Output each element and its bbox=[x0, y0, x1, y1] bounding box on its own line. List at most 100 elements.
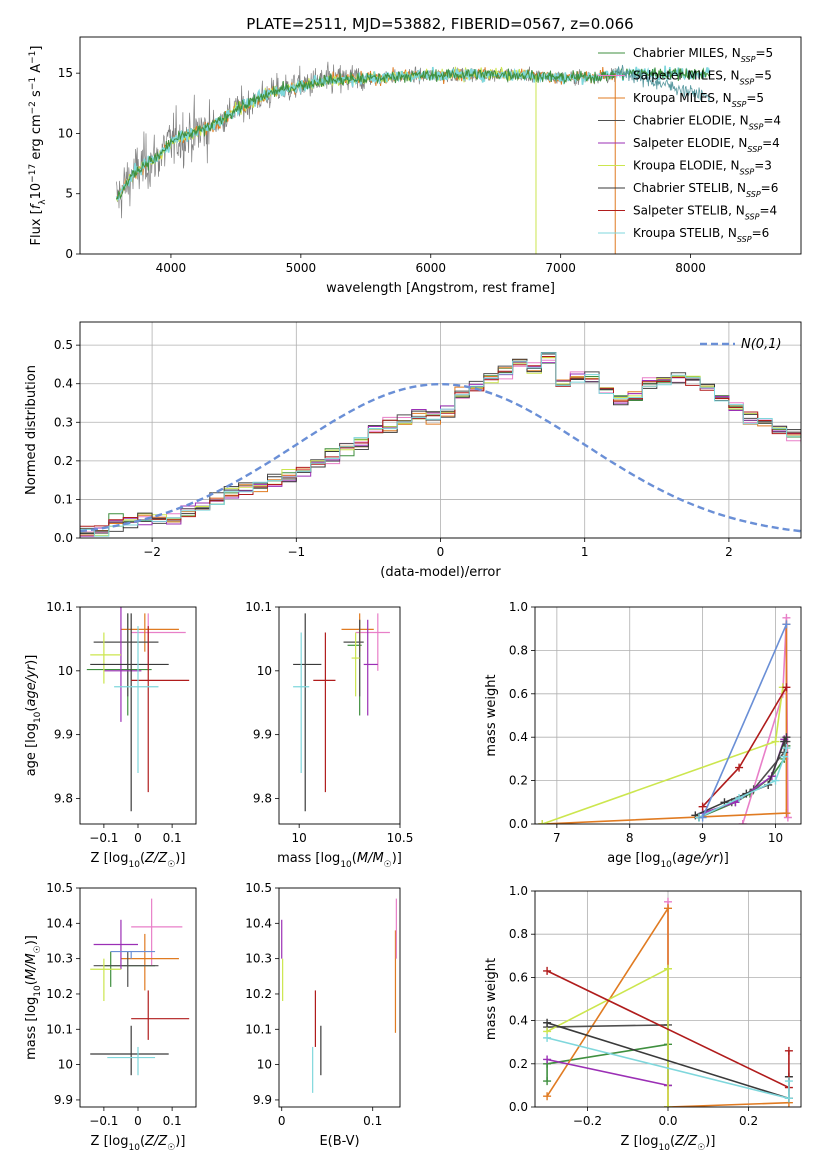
histogram-series bbox=[80, 353, 801, 535]
axes-frame bbox=[534, 890, 802, 1108]
label-part: Z [log bbox=[621, 1134, 659, 1149]
x-axis-label: Z [log10(Z/Z☉)] bbox=[91, 1134, 186, 1153]
y-tick-label: 10 bbox=[257, 1058, 272, 1072]
x-tick-label: 7 bbox=[553, 831, 561, 845]
y-tick-label: 0.5 bbox=[54, 338, 73, 352]
label-part: age [log bbox=[607, 851, 660, 866]
weight-point bbox=[664, 964, 672, 973]
x-tick-label: −0.1 bbox=[89, 831, 118, 845]
weight-point bbox=[543, 1055, 552, 1064]
label-part: 10 bbox=[658, 1143, 670, 1153]
y-tick-label: 5 bbox=[65, 187, 73, 201]
weight-point bbox=[538, 820, 547, 824]
weight-point bbox=[771, 776, 780, 785]
label-part: ( bbox=[352, 851, 357, 866]
y-tick-label: 9.9 bbox=[253, 1093, 272, 1107]
plot-area bbox=[281, 898, 397, 1093]
label-part: mass weight bbox=[484, 674, 499, 756]
label-part: )] bbox=[175, 1134, 185, 1149]
x-tick-label: 10 bbox=[768, 831, 783, 845]
y-tick-label: 0.2 bbox=[509, 774, 528, 788]
label-part: Z [log bbox=[91, 851, 129, 866]
weight-point bbox=[780, 737, 789, 746]
legend-entry: Chabrier MILES, NSSP=5 bbox=[633, 46, 773, 64]
plot-area bbox=[293, 613, 390, 812]
label-part: 10 bbox=[660, 860, 672, 870]
axes-frame bbox=[79, 887, 197, 1108]
legend-entry: Salpeter STELIB, NSSP=4 bbox=[633, 204, 777, 222]
legend-name: Chabrier STELIB, N bbox=[633, 181, 746, 195]
label-part: ( bbox=[140, 851, 145, 866]
y-tick-label: 0.8 bbox=[509, 643, 528, 657]
y-tick-label: 0.2 bbox=[509, 1057, 528, 1071]
x-tick-label: 7000 bbox=[545, 261, 576, 275]
x-tick-label: −1 bbox=[287, 545, 305, 559]
weight-point bbox=[543, 966, 552, 975]
label-part: )] bbox=[175, 851, 185, 866]
axes-frame bbox=[278, 606, 401, 825]
x-axis-label: E(B-V) bbox=[319, 1134, 359, 1149]
legend-count: =4 bbox=[763, 114, 781, 128]
legend-sub: SSP bbox=[741, 55, 756, 64]
legend-sub: SSP bbox=[740, 77, 755, 86]
label-part: ☉ bbox=[167, 860, 175, 870]
legend-count: =5 bbox=[754, 69, 772, 83]
weight-point bbox=[664, 904, 672, 913]
weight-point bbox=[664, 1103, 672, 1107]
y-axis-label: mass [log10(M/M☉)] bbox=[24, 935, 43, 1060]
y-tick-label: 0.6 bbox=[509, 687, 528, 701]
y-axis-label: mass weight bbox=[484, 674, 499, 756]
x-tick-label: 4000 bbox=[156, 261, 187, 275]
weight-point bbox=[543, 1077, 552, 1086]
axes-frame bbox=[79, 606, 197, 825]
label-part: ☉ bbox=[33, 945, 43, 953]
label-part: mass [log bbox=[24, 997, 39, 1060]
weight-z-panel: −0.2 0.0 0.2 0.0 0.2 0.4 0.6 0.8 1.0 Z [log10(Z/Z… bbox=[484, 884, 802, 1153]
legend-count: =6 bbox=[752, 226, 770, 240]
y-tick-label: 0.2 bbox=[54, 454, 73, 468]
y-tick-label: 0 bbox=[65, 247, 73, 261]
label-part: E(B-V) bbox=[319, 1134, 359, 1149]
weight-point bbox=[543, 1033, 552, 1042]
x-tick-label: 10 bbox=[292, 831, 307, 845]
label-part: )] bbox=[719, 851, 729, 866]
legend-name: Salpeter MILES, N bbox=[633, 69, 740, 83]
label-part: 10 bbox=[33, 711, 43, 723]
legend-name: Kroupa STELIB, N bbox=[633, 226, 737, 240]
y-tick-label: 0.4 bbox=[509, 1014, 528, 1028]
y-tick-label: 10 bbox=[58, 664, 73, 678]
legend-sub: SSP bbox=[747, 145, 762, 154]
x-tick-label: 0 bbox=[278, 1114, 286, 1128]
y-tick-label: 10.3 bbox=[245, 952, 272, 966]
x-axis-label: mass [log10(M/M☉)] bbox=[277, 851, 402, 870]
y-tick-label: 10.1 bbox=[46, 600, 73, 614]
y-tick-label: 10.1 bbox=[245, 600, 272, 614]
label-part: ☉ bbox=[697, 1143, 705, 1153]
label-part: erg cm bbox=[29, 114, 44, 163]
y-tick-label: 10 bbox=[257, 664, 272, 678]
y-tick-label: 0.0 bbox=[54, 531, 73, 545]
y-tick-label: 0.1 bbox=[54, 492, 73, 506]
label-part: λ bbox=[38, 199, 48, 205]
legend-sub: SSP bbox=[746, 190, 761, 199]
axes-frame bbox=[534, 606, 802, 825]
x-axis-label: Z [log10(Z/Z☉)] bbox=[621, 1134, 716, 1153]
weight-point bbox=[735, 763, 744, 772]
legend-name: Kroupa ELODIE, N bbox=[633, 159, 740, 173]
label-part: M/M bbox=[357, 851, 384, 866]
label-part: age/yr bbox=[24, 663, 39, 706]
x-axis-label: wavelength [Angstrom, rest frame] bbox=[326, 281, 555, 296]
label-part: −1 bbox=[28, 51, 38, 64]
y-tick-label: 0.4 bbox=[509, 730, 528, 744]
y-tick-label: 9.9 bbox=[54, 728, 73, 742]
figure-title: PLATE=2511, MJD=53882, FIBERID=0567, z=0… bbox=[246, 15, 633, 33]
weight-point bbox=[782, 809, 791, 818]
label-part: Z/Z bbox=[674, 1134, 698, 1149]
weight-point bbox=[782, 733, 791, 742]
label-part: 10 bbox=[128, 1143, 140, 1153]
x-tick-label: 0.1 bbox=[363, 1114, 382, 1128]
y-tick-label: 10.5 bbox=[46, 881, 73, 895]
